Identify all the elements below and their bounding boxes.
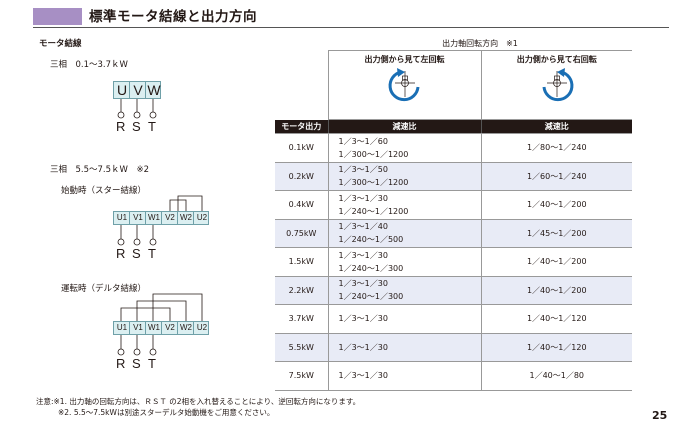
terminal-w1: W1: [148, 213, 160, 222]
delta-terminal-v2: V2: [165, 323, 175, 332]
rotation-header: 出力軸回転方向 ※1: [328, 36, 633, 51]
table-row: 2.2kW 1／3～1／30 1／240～1／300 1／40～1／200: [275, 276, 633, 305]
delta-terminal-w1: W1: [148, 323, 160, 332]
supply-t: T: [148, 119, 156, 134]
star-terminal-box: U1 V1 W1 V2 W2 U2: [113, 211, 209, 225]
terminal-u1: U1: [116, 213, 128, 222]
delta-terminal-w2: W2: [180, 323, 192, 332]
table-row: 0.75kW 1／3～1／40 1／240～1／500 1／45～1／200: [275, 219, 633, 248]
delta-connection-label: 運転時（デルタ結線）: [61, 284, 147, 294]
rotation-table: 出力軸回転方向 ※1 出力側から見て左回転 出力側から見て右回転: [275, 36, 633, 391]
table-row: 3.7kW 1／3～1／30 1／40～1／120: [275, 304, 633, 334]
table-row: 5.5kW 1／3～1／30 1／40～1／120: [275, 333, 633, 362]
star-supply-r: R: [116, 246, 126, 261]
page-title: 標準モータ結線と出力方向: [89, 9, 257, 25]
footnote-1: 注意:※1. 出力軸の回転方向は、ＲＳＴ の2相を入れ替えることにより、逆回転方…: [36, 397, 361, 406]
diagram1-label: 三相 0.1～3.7ｋW: [50, 60, 128, 70]
delta-supply-s: S: [132, 356, 141, 371]
delta-supply-leads: [117, 335, 157, 356]
delta-supply-r: R: [116, 356, 126, 371]
col-ratio-left: 減速比: [327, 119, 482, 134]
delta-terminal-v1: V1: [133, 323, 143, 332]
table-row: 0.1kW 1／3～1／60 1／300～1／1200 1／80～1／240: [275, 133, 633, 163]
delta-terminal-box: U1 V1 W1 V2 W2 U2: [113, 321, 209, 335]
table-row: 7.5kW 1／3～1／30 1／40～1／80: [275, 361, 633, 391]
page-number: 25: [652, 409, 668, 422]
terminal-u: U: [116, 82, 128, 98]
star-supply-t: T: [148, 246, 156, 261]
star-bridge-wires: [169, 195, 203, 211]
clockwise-rotation-icon: [542, 68, 574, 102]
terminal-v1: V1: [133, 213, 143, 222]
terminal-u2: U2: [196, 213, 208, 222]
left-rotation-cell: 出力側から見て左回転: [327, 50, 482, 120]
terminal-v: V: [133, 82, 143, 98]
terminal-v2: V2: [165, 213, 175, 222]
table-row: 0.4kW 1／3～1／30 1／240～1／1200 1／40～1／200: [275, 190, 633, 220]
diagram1-supply-leads: [117, 99, 157, 119]
footnotes: 注意:※1. 出力軸の回転方向は、ＲＳＴ の2相を入れ替えることにより、逆回転方…: [36, 396, 360, 418]
star-supply-s: S: [132, 246, 141, 261]
table-body: 0.1kW 1／3～1／60 1／300～1／1200 1／80～1／240 0.…: [275, 133, 633, 391]
table-row: 0.2kW 1／3～1／50 1／300～1／1200 1／60～1／240: [275, 162, 633, 191]
left-rotation-label: 出力側から見て左回転: [364, 55, 445, 64]
diagram2-label: 三相 5.5～7.5ｋW ※2: [50, 165, 149, 175]
terminal-w2: W2: [180, 213, 192, 222]
supply-r: R: [116, 119, 126, 134]
star-supply-leads: [117, 225, 157, 246]
delta-terminal-u2: U2: [196, 323, 208, 332]
table-row: 1.5kW 1／3～1／30 1／240～1／300 1／40～1／200: [275, 247, 633, 277]
header-accent-bar: [33, 8, 82, 25]
footnote-2: ※2. 5.5～7.5kWは別途スターデルタ始動機をご用意ください。: [58, 408, 275, 417]
terminal-w: W: [147, 82, 161, 98]
col-ratio-right: 減速比: [481, 119, 633, 134]
right-rotation-label: 出力側から見て右回転: [516, 55, 597, 64]
star-connection-label: 始動時（スター結線）: [61, 186, 147, 196]
delta-bridge-wires: [120, 293, 203, 321]
col-motor-output: モータ出力: [275, 119, 328, 134]
delta-terminal-u1: U1: [116, 323, 128, 332]
diagram1-terminal-box: U V W: [113, 81, 161, 99]
wiring-section-title: モータ結線: [39, 39, 82, 49]
counterclockwise-rotation-icon: [388, 68, 419, 102]
header-divider: [33, 27, 669, 28]
delta-supply-t: T: [148, 356, 156, 371]
right-rotation-cell: 出力側から見て右回転: [481, 50, 633, 120]
supply-s: S: [132, 119, 141, 134]
